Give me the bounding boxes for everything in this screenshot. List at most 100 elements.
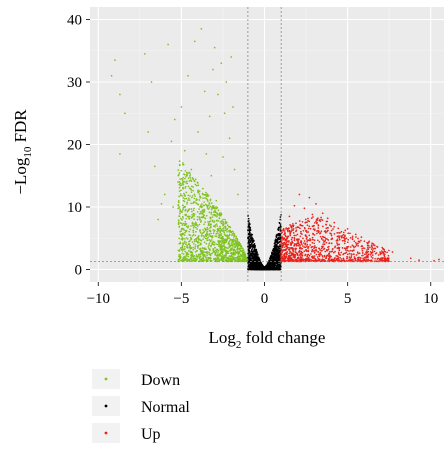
point-down bbox=[119, 93, 121, 96]
point-down bbox=[208, 242, 211, 245]
point-down bbox=[177, 200, 180, 202]
point-down bbox=[188, 243, 191, 246]
point-up bbox=[292, 249, 294, 252]
point-down bbox=[196, 211, 199, 213]
point-down bbox=[190, 253, 193, 256]
point-up bbox=[357, 252, 359, 255]
point-down bbox=[209, 235, 212, 237]
point-down bbox=[187, 225, 190, 227]
legend-label: Down bbox=[141, 372, 180, 389]
point-down bbox=[225, 81, 228, 83]
point-down bbox=[219, 231, 222, 234]
point-up bbox=[370, 256, 373, 258]
point-down bbox=[216, 258, 219, 261]
point-up bbox=[313, 246, 316, 249]
point-down bbox=[182, 204, 184, 207]
point-down bbox=[182, 162, 184, 164]
point-down bbox=[180, 248, 183, 251]
point-up bbox=[346, 241, 349, 244]
point-down bbox=[191, 256, 193, 258]
point-down bbox=[239, 258, 241, 261]
point-down bbox=[228, 230, 231, 233]
point-up bbox=[336, 238, 339, 241]
point-up bbox=[357, 237, 359, 240]
point-down bbox=[194, 183, 197, 186]
point-up bbox=[346, 247, 348, 250]
point-up bbox=[322, 243, 324, 245]
point-down bbox=[184, 256, 187, 259]
point-down bbox=[204, 194, 207, 196]
point-normal bbox=[277, 229, 280, 232]
point-down bbox=[219, 225, 221, 228]
point-up bbox=[327, 239, 330, 241]
point-up bbox=[303, 207, 306, 210]
point-down bbox=[183, 173, 185, 175]
point-down bbox=[219, 227, 222, 230]
point-normal bbox=[278, 226, 281, 229]
point-down bbox=[199, 205, 201, 208]
point-down bbox=[193, 215, 195, 217]
point-down bbox=[114, 59, 116, 61]
point-up bbox=[326, 254, 328, 257]
point-up bbox=[282, 244, 285, 246]
point-up bbox=[303, 226, 306, 229]
point-up bbox=[387, 254, 390, 257]
point-normal bbox=[273, 242, 276, 245]
point-up bbox=[301, 243, 303, 245]
point-up bbox=[319, 220, 322, 223]
point-up bbox=[313, 255, 316, 257]
point-down bbox=[186, 210, 189, 213]
point-down bbox=[189, 234, 191, 236]
point-up bbox=[351, 238, 354, 241]
point-down bbox=[241, 255, 243, 257]
point-normal bbox=[275, 244, 278, 247]
point-up bbox=[284, 234, 287, 237]
point-down bbox=[213, 244, 216, 246]
point-normal bbox=[247, 229, 250, 231]
point-normal bbox=[277, 247, 280, 249]
point-normal bbox=[248, 259, 251, 262]
point-up bbox=[325, 220, 328, 223]
point-down bbox=[228, 240, 231, 243]
point-down bbox=[196, 241, 199, 243]
point-down bbox=[205, 197, 208, 200]
point-up bbox=[303, 242, 305, 244]
point-up bbox=[294, 243, 297, 245]
point-down bbox=[189, 236, 192, 239]
point-up bbox=[346, 228, 349, 230]
point-up bbox=[303, 240, 306, 242]
point-down bbox=[223, 231, 225, 234]
point-up bbox=[316, 230, 318, 232]
point-down bbox=[110, 74, 113, 77]
point-normal bbox=[248, 236, 250, 238]
point-down bbox=[224, 220, 227, 223]
point-up bbox=[360, 236, 363, 238]
x-tick-label: 5 bbox=[344, 291, 352, 307]
point-down bbox=[220, 222, 223, 225]
point-normal bbox=[254, 252, 257, 255]
point-up bbox=[301, 233, 303, 235]
point-down bbox=[236, 240, 239, 242]
point-down bbox=[226, 247, 229, 249]
point-down bbox=[185, 243, 187, 246]
point-down bbox=[192, 231, 195, 234]
point-down bbox=[220, 243, 222, 246]
point-down bbox=[234, 246, 237, 249]
point-down bbox=[189, 228, 192, 231]
point-up bbox=[342, 233, 345, 236]
point-down bbox=[235, 240, 238, 242]
point-down bbox=[196, 218, 199, 221]
point-up bbox=[313, 247, 315, 250]
point-down bbox=[233, 168, 236, 171]
point-up bbox=[438, 258, 440, 261]
point-normal bbox=[257, 254, 259, 256]
point-down bbox=[204, 221, 207, 223]
point-up bbox=[309, 227, 312, 230]
legend: Down Normal Up bbox=[92, 369, 190, 443]
point-up bbox=[285, 245, 288, 248]
point-down bbox=[184, 170, 187, 172]
point-up bbox=[312, 238, 314, 241]
point-down bbox=[217, 236, 220, 239]
point-normal bbox=[249, 226, 251, 229]
point-down bbox=[226, 251, 229, 254]
